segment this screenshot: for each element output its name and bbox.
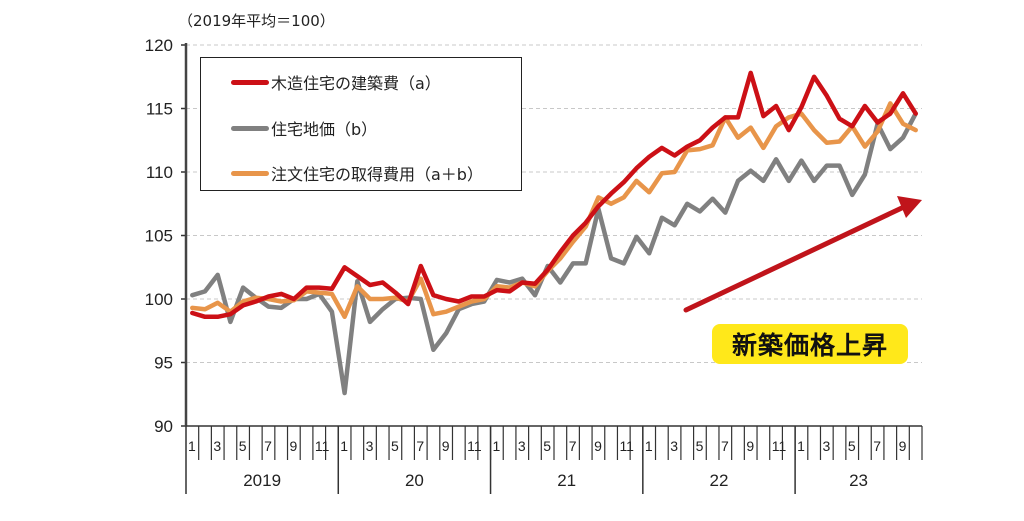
year-label: 2019 — [243, 471, 281, 490]
y-tick-label: 105 — [145, 227, 173, 246]
month-tick-label: 3 — [822, 438, 830, 454]
month-tick-label: 11 — [619, 438, 634, 454]
year-label: 23 — [849, 471, 868, 490]
legend-label: 注文住宅の取得費用（a＋b） — [271, 165, 483, 184]
month-tick-label: 5 — [391, 438, 399, 454]
month-tick-label: 3 — [518, 438, 526, 454]
month-tick-label: 11 — [315, 438, 330, 454]
month-tick-label: 1 — [645, 438, 653, 454]
year-label: 21 — [557, 471, 576, 490]
month-tick-label: 1 — [188, 438, 196, 454]
trend-arrow-head — [897, 196, 922, 218]
month-tick-label: 1 — [340, 438, 348, 454]
y-tick-label: 90 — [154, 417, 173, 436]
legend-label: 木造住宅の建築費（a） — [271, 74, 441, 93]
series-line-1 — [190, 111, 918, 396]
month-tick-label: 1 — [493, 438, 501, 454]
month-tick-label: 7 — [416, 438, 424, 454]
month-tick-label: 9 — [442, 438, 450, 454]
series-lines — [190, 70, 918, 396]
unit-label: （2019年平均＝100） — [178, 12, 335, 30]
month-tick-label: 7 — [721, 438, 729, 454]
legend: 木造住宅の建築費（a） 住宅地価（b） 注文住宅の取得費用（a＋b） — [200, 57, 522, 191]
month-tick-label: 9 — [746, 438, 754, 454]
month-tick-label: 5 — [696, 438, 704, 454]
legend-swatch-gray — [231, 125, 269, 131]
month-tick-label: 9 — [899, 438, 907, 454]
legend-item-acquisition-cost: 注文住宅の取得費用（a＋b） — [231, 161, 483, 185]
month-tick-label: 3 — [366, 438, 374, 454]
y-tick-label: 110 — [146, 163, 173, 182]
trend-arrow — [683, 196, 922, 313]
y-axis: 90 95 100 105 110 115 120 — [145, 36, 188, 436]
month-tick-label: 7 — [873, 438, 881, 454]
month-tick-label: 5 — [543, 438, 551, 454]
series-line-0 — [190, 70, 918, 320]
legend-item-construction-cost: 木造住宅の建築費（a） — [231, 70, 441, 94]
month-tick-label: 5 — [848, 438, 856, 454]
month-tick-label: 7 — [569, 438, 577, 454]
year-label: 22 — [710, 471, 729, 490]
legend-label: 住宅地価（b） — [271, 120, 378, 139]
month-tick-label: 1 — [797, 438, 805, 454]
legend-swatch-orange — [231, 170, 269, 176]
month-tick-label: 11 — [772, 438, 787, 454]
month-tick-label: 11 — [467, 438, 482, 454]
month-tick-label: 9 — [290, 438, 298, 454]
trend-arrow-shaft — [683, 203, 909, 313]
y-tick-label: 100 — [145, 290, 173, 309]
y-tick-label: 120 — [145, 36, 173, 55]
month-tick-label: 5 — [239, 438, 247, 454]
month-tick-label: 7 — [264, 438, 272, 454]
y-tick-label: 95 — [154, 354, 173, 373]
month-tick-label: 9 — [594, 438, 602, 454]
legend-swatch-red — [231, 79, 269, 85]
month-tick-label: 3 — [670, 438, 678, 454]
legend-item-land-price: 住宅地価（b） — [231, 116, 377, 140]
month-tick-label: 3 — [213, 438, 221, 454]
annotation-badge: 新築価格上昇 — [712, 324, 908, 364]
year-label: 20 — [405, 471, 424, 490]
y-tick-label: 115 — [146, 100, 173, 119]
